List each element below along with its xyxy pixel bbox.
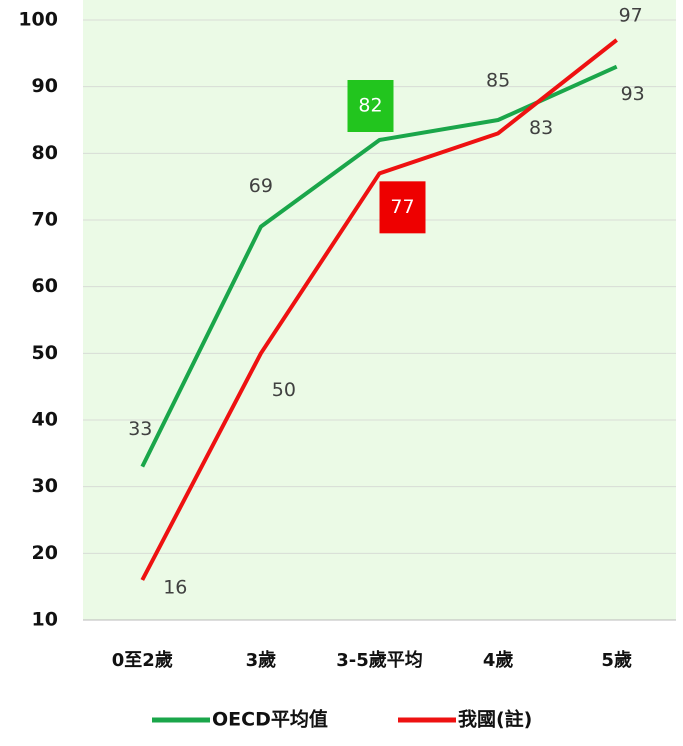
- y-tick-label: 60: [32, 275, 58, 297]
- x-tick-label: 3-5歲平均: [336, 649, 423, 671]
- legend-label: OECD平均值: [212, 708, 328, 731]
- legend-label: 我國(註): [458, 708, 532, 731]
- label-box: [347, 80, 394, 132]
- line: [140, 38, 618, 581]
- y-tick-label: 90: [32, 75, 58, 97]
- x-tick-label: 4歲: [483, 649, 514, 671]
- data-label: 93: [621, 83, 645, 105]
- y-tick-label: 80: [32, 142, 58, 164]
- y-tick-label: 50: [32, 342, 58, 364]
- x-tick-label: 5歲: [601, 649, 632, 671]
- x-tick-label: 0至2歲: [112, 649, 173, 671]
- data-label: 97: [619, 5, 643, 27]
- y-tick-label: 70: [32, 209, 58, 231]
- y-tick-label: 10: [32, 609, 58, 631]
- data-label: 33: [128, 418, 152, 440]
- label-box: [379, 181, 426, 234]
- y-tick-label: 20: [32, 542, 58, 564]
- data-label: 69: [249, 175, 273, 197]
- data-label: 85: [486, 70, 510, 92]
- y-tick-label: 100: [18, 9, 58, 31]
- data-label: 50: [272, 379, 296, 401]
- data-label: 16: [163, 577, 187, 599]
- x-tick-label: 3歲: [246, 649, 277, 671]
- data-label: 83: [529, 117, 553, 139]
- y-tick-label: 40: [32, 409, 58, 431]
- data-label: 82: [358, 95, 382, 117]
- y-tick-label: 30: [32, 475, 58, 497]
- data-label: 77: [390, 196, 414, 218]
